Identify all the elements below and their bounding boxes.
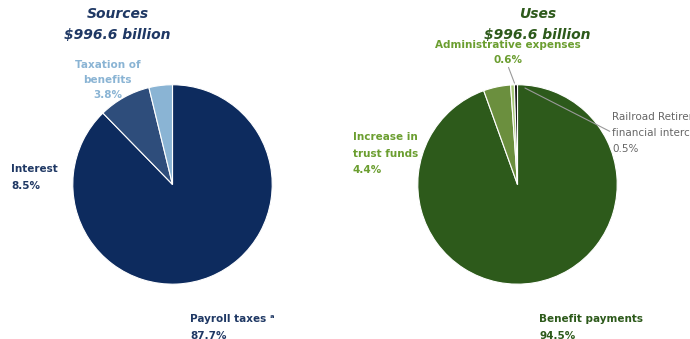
Wedge shape	[484, 85, 518, 184]
Wedge shape	[72, 85, 273, 284]
Text: Increase in: Increase in	[353, 132, 417, 142]
Wedge shape	[417, 85, 618, 284]
Text: trust funds: trust funds	[353, 148, 418, 159]
Text: Benefit payments: Benefit payments	[540, 314, 644, 324]
Wedge shape	[514, 85, 518, 184]
Text: Uses: Uses	[519, 7, 556, 21]
Wedge shape	[103, 87, 172, 184]
Text: Sources: Sources	[87, 7, 149, 21]
Text: 0.5%: 0.5%	[612, 143, 639, 154]
Text: $996.6 billion: $996.6 billion	[484, 28, 591, 42]
Text: Payroll taxes ᵃ: Payroll taxes ᵃ	[190, 314, 275, 324]
Text: financial interchange: financial interchange	[612, 127, 690, 138]
Text: benefits: benefits	[83, 75, 132, 85]
Text: Administrative expenses: Administrative expenses	[435, 40, 580, 50]
Text: 87.7%: 87.7%	[190, 331, 227, 339]
Text: 8.5%: 8.5%	[11, 181, 40, 192]
Text: 0.6%: 0.6%	[493, 55, 522, 65]
Text: 4.4%: 4.4%	[353, 165, 382, 176]
Text: Interest: Interest	[11, 164, 58, 175]
Text: 94.5%: 94.5%	[540, 331, 575, 339]
Wedge shape	[149, 85, 172, 184]
Text: Railroad Retirement: Railroad Retirement	[612, 112, 690, 122]
Text: $996.6 billion: $996.6 billion	[64, 28, 171, 42]
Text: 3.8%: 3.8%	[93, 90, 122, 100]
Text: Taxation of: Taxation of	[75, 60, 141, 70]
Wedge shape	[511, 85, 518, 184]
